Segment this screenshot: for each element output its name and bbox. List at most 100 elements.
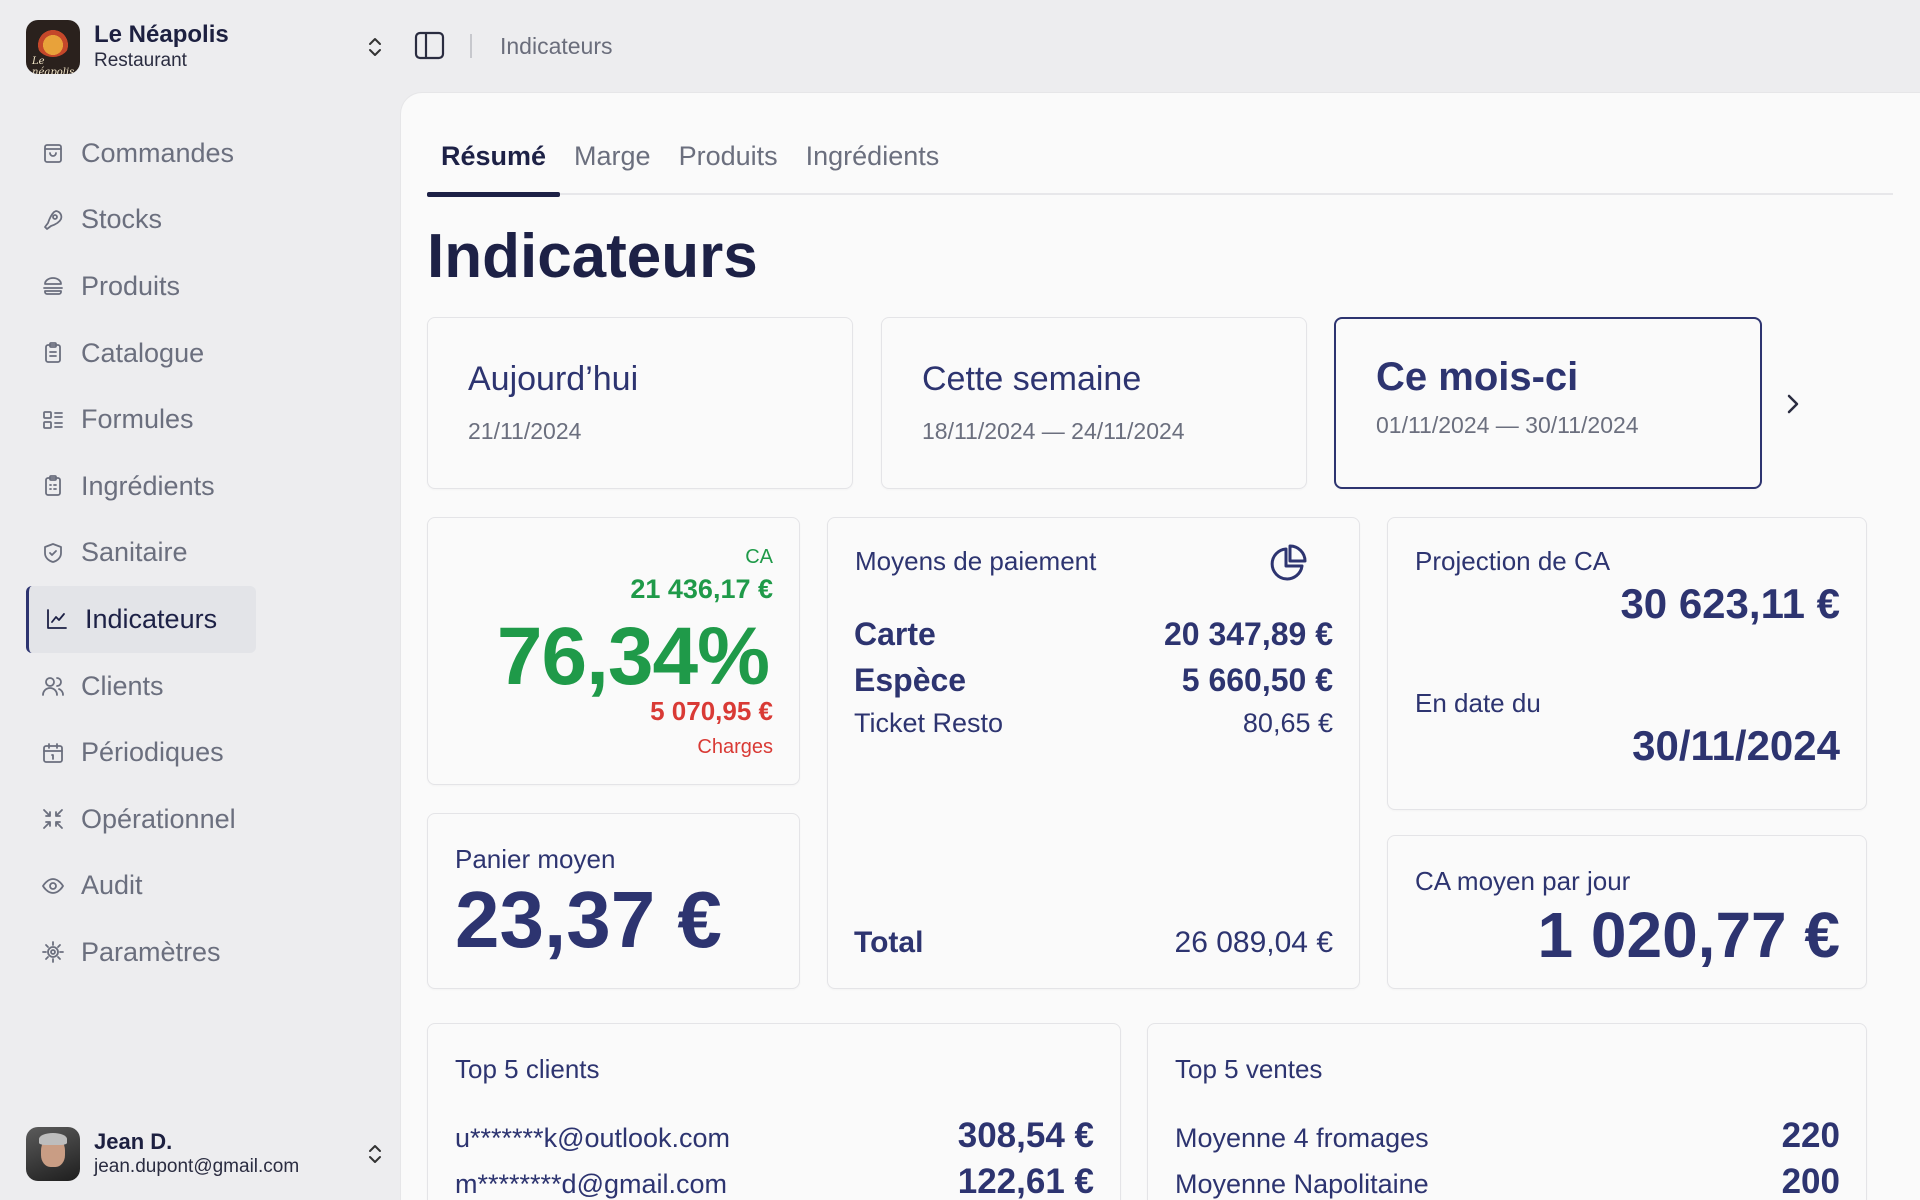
period-title: Cette semaine (922, 360, 1142, 398)
top-clients-title: Top 5 clients (455, 1054, 600, 1084)
daily-average-card: CA moyen par jour 1 020,77 € (1387, 835, 1867, 989)
period-range: 18/11/2024 — 24/11/2024 (922, 418, 1185, 444)
projection-label: Projection de CA (1415, 546, 1611, 576)
meat-icon (40, 207, 66, 233)
sidebar-item-label: Opérationnel (81, 803, 236, 834)
chevron-right-icon[interactable] (1781, 389, 1805, 419)
payment-row-ticket-resto: Ticket Resto 80,65 € (854, 708, 1333, 738)
sidebar-toggle-icon[interactable] (414, 31, 446, 61)
projection-card: Projection de CA 30 623,11 € En date du … (1387, 517, 1867, 810)
tab-resume[interactable]: Résumé (427, 131, 561, 197)
layout-list-icon (40, 407, 66, 433)
sidebar-item-sanitaire[interactable]: Sanitaire (26, 520, 256, 587)
sidebar-item-label: Audit (81, 870, 143, 901)
projection-value: 30 623,11 € (1620, 580, 1840, 627)
basket-label: Panier moyen (455, 844, 616, 874)
sidebar-item-label: Sanitaire (81, 537, 188, 568)
sidebar-item-parametres[interactable]: Paramètres (26, 919, 256, 986)
eye-icon (40, 873, 66, 899)
projection-date-label: En date du (1415, 688, 1541, 718)
tab-marge[interactable]: Marge (574, 141, 651, 171)
sidebar-item-label: Ingrédients (81, 470, 215, 501)
average-basket-card: Panier moyen 23,37 € (427, 813, 800, 989)
sidebar-item-label: Commandes (81, 137, 235, 168)
user-menu[interactable]: Jean D. jean.dupont@gmail.com (26, 1126, 386, 1182)
period-month-card[interactable]: Ce mois-ci 01/11/2024 — 30/11/2024 (1334, 317, 1762, 489)
ca-value: 21 436,17 € (630, 574, 773, 604)
sidebar-item-label: Formules (81, 404, 194, 435)
payment-methods-card: Moyens de paiement Carte 20 347,89 € Espè… (827, 517, 1360, 989)
margin-card: CA 21 436,17 € 76,34% 5 070,95 € Charges (427, 517, 800, 785)
workspace-switcher[interactable]: Le néapolis Le Néapolis Restaurant (26, 19, 386, 75)
sidebar-item-label: Produits (81, 270, 181, 301)
users-icon (40, 673, 66, 699)
list-item: Moyenne Napolitaine 200 (1175, 1162, 1840, 1200)
sidebar-item-audit[interactable]: Audit (26, 853, 256, 920)
payment-title: Moyens de paiement (855, 546, 1097, 576)
sidebar-item-label: Clients (81, 670, 164, 701)
chevrons-up-down-icon[interactable] (364, 32, 386, 62)
sidebar-item-stocks[interactable]: Stocks (26, 187, 256, 254)
clipboard-list-icon (40, 340, 66, 366)
avatar (26, 1127, 80, 1181)
sidebar-item-clients[interactable]: Clients (26, 653, 256, 720)
sidebar: Le néapolis Le Néapolis Restaurant Comma… (0, 0, 400, 1200)
sidebar-item-label: Stocks (81, 204, 163, 235)
list-item: u*******k@outlook.com 308,54 € (455, 1116, 1094, 1155)
period-range: 21/11/2024 (468, 418, 582, 444)
payment-row-carte: Carte 20 347,89 € (854, 616, 1333, 652)
shield-check-icon (40, 540, 66, 566)
top-sales-card: Top 5 ventes Moyenne 4 fromages 220 Moyen… (1147, 1023, 1867, 1200)
sidebar-item-catalogue[interactable]: Catalogue (26, 320, 256, 387)
ca-label: CA (745, 546, 773, 568)
payment-row-espece: Espèce 5 660,50 € (854, 662, 1333, 698)
period-title: Ce mois-ci (1376, 355, 1579, 399)
projection-date-value: 30/11/2024 (1632, 722, 1840, 769)
payment-total-row: Total 26 089,04 € (854, 926, 1333, 959)
sidebar-item-periodiques[interactable]: Périodiques (26, 719, 256, 786)
restaurant-type: Restaurant (94, 50, 187, 71)
burger-icon (40, 273, 66, 299)
breadcrumb: Indicateurs (500, 33, 613, 59)
chevrons-up-down-icon[interactable] (364, 1139, 386, 1169)
period-week-card[interactable]: Cette semaine 18/11/2024 — 24/11/2024 (881, 317, 1307, 489)
shrink-icon (40, 806, 66, 832)
list-item: m********d@gmail.com 122,61 € (455, 1162, 1094, 1200)
sidebar-item-commandes[interactable]: Commandes (26, 120, 256, 187)
top-sales-title: Top 5 ventes (1175, 1054, 1323, 1084)
clipboard-check-icon (40, 473, 66, 499)
charges-label: Charges (697, 736, 773, 758)
basket-value: 23,37 € (455, 875, 722, 964)
shopping-bag-icon (40, 140, 66, 166)
period-title: Aujourd’hui (468, 360, 639, 398)
charges-value: 5 070,95 € (650, 696, 773, 726)
cog-icon (40, 939, 66, 965)
sidebar-item-label: Paramètres (81, 936, 221, 967)
line-chart-icon (44, 606, 70, 632)
main-panel: Résumé Marge Produits Ingrédients Indica… (400, 92, 1920, 1200)
restaurant-logo: Le néapolis (26, 20, 80, 74)
period-range: 01/11/2024 — 30/11/2024 (1376, 412, 1639, 438)
sidebar-item-indicateurs[interactable]: Indicateurs (26, 586, 256, 653)
list-item: Moyenne 4 fromages 220 (1175, 1116, 1840, 1155)
sidebar-nav: Commandes Stocks Produits Catalogue Form… (26, 120, 256, 986)
restaurant-name: Le Néapolis (94, 21, 229, 48)
sidebar-item-formules[interactable]: Formules (26, 386, 256, 453)
pie-chart-icon[interactable] (1269, 544, 1307, 587)
margin-percentage: 76,34% (496, 611, 770, 702)
daily-label: CA moyen par jour (1415, 866, 1631, 896)
tab-produits[interactable]: Produits (678, 141, 778, 171)
sidebar-item-produits[interactable]: Produits (26, 253, 256, 320)
page-title: Indicateurs (427, 222, 758, 291)
tab-ingredients[interactable]: Ingrédients (805, 141, 940, 171)
user-email: jean.dupont@gmail.com (94, 1156, 300, 1177)
sidebar-item-operationnel[interactable]: Opérationnel (26, 786, 256, 853)
daily-value: 1 020,77 € (1537, 899, 1841, 971)
sidebar-item-label: Catalogue (81, 337, 205, 368)
calendar-icon (40, 740, 66, 766)
period-today-card[interactable]: Aujourd’hui 21/11/2024 (427, 317, 853, 489)
sidebar-item-ingredients[interactable]: Ingrédients (26, 453, 256, 520)
sidebar-item-label: Périodiques (81, 737, 224, 768)
sidebar-item-label: Indicateurs (85, 603, 218, 634)
top-clients-card: Top 5 clients u*******k@outlook.com 308,5… (427, 1023, 1121, 1200)
